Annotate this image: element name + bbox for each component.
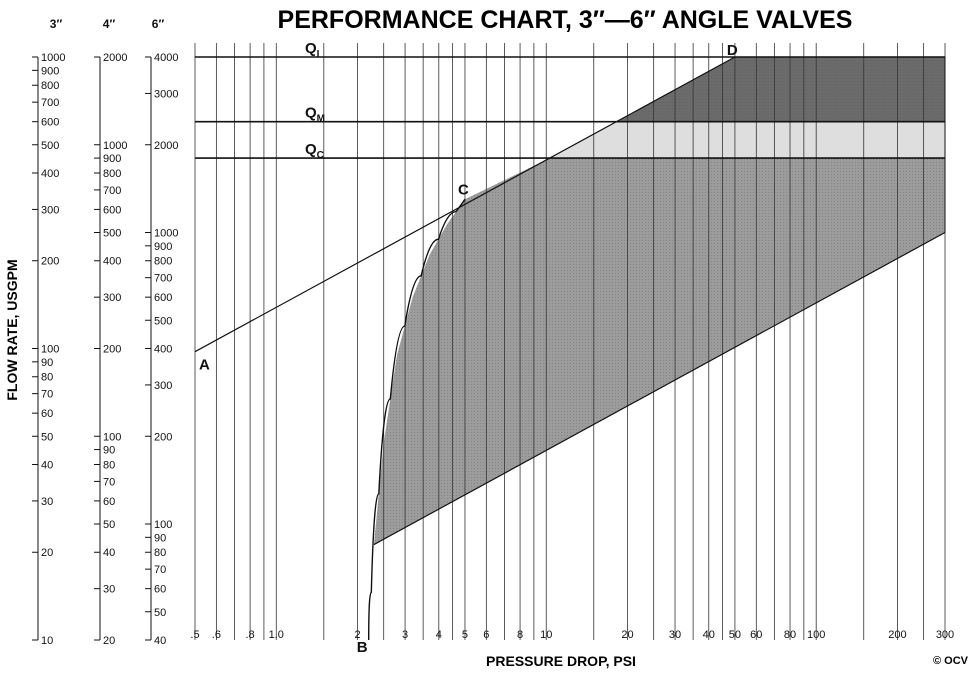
y-tick-label: 200 (41, 256, 59, 268)
y-tick-label: 700 (41, 97, 59, 109)
y-tick-label: 50 (41, 431, 53, 443)
x-tick-label: 50 (729, 629, 741, 641)
y-axis-title: FLOW RATE, USGPM (4, 259, 20, 400)
y-tick-label: 90 (154, 532, 166, 544)
qm-qi-band-texture (616, 57, 945, 122)
flow-limit-label-qm: QM (305, 105, 325, 125)
y-axis-heading: 4″ (103, 17, 116, 31)
x-tick-label: 100 (807, 629, 825, 641)
line-lower-limit (373, 231, 946, 546)
y-tick-label: 60 (103, 496, 115, 508)
x-tick-label: .8 (246, 629, 255, 641)
flow-limit-label-qc: QC (305, 141, 324, 161)
x-tick-label: .5 (190, 629, 199, 641)
y-tick-label: 600 (41, 117, 59, 129)
y-tick-label: 1000 (41, 52, 65, 64)
y-tick-label: 1000 (103, 140, 127, 152)
x-tick-label: .6 (212, 629, 221, 641)
y-tick-label: 700 (103, 185, 121, 197)
y-tick-label: 400 (41, 168, 59, 180)
y-tick-label: 600 (154, 292, 172, 304)
y-tick-label: 40 (154, 635, 166, 647)
flow-limit-label-qi: QI (305, 40, 320, 60)
y-tick-label: 300 (154, 380, 172, 392)
x-tick-label: 5 (462, 629, 468, 641)
y-tick-label: 70 (41, 389, 53, 401)
curve-b-c (368, 198, 466, 641)
y-tick-label: 100 (41, 344, 59, 356)
y-tick-label: 80 (103, 459, 115, 471)
x-tick-label: 3 (402, 629, 408, 641)
y-tick-label: 500 (103, 228, 121, 240)
point-label-a: A (199, 357, 210, 374)
y-tick-label: 2000 (103, 52, 127, 64)
y-tick-label: 800 (41, 80, 59, 92)
y-tick-label: 30 (41, 496, 53, 508)
x-tick-label: 40 (703, 629, 715, 641)
x-tick-label: 200 (888, 629, 906, 641)
y-tick-label: 100 (103, 431, 121, 443)
y-tick-label: 50 (154, 607, 166, 619)
y-tick-label: 50 (103, 519, 115, 531)
x-tick-label: 1.0 (269, 629, 284, 641)
qc-qm-band (549, 121, 945, 159)
y-tick-label: 900 (103, 153, 121, 165)
x-tick-label: 80 (784, 629, 796, 641)
y-tick-label: 20 (103, 635, 115, 647)
y-tick-label: 2000 (154, 140, 178, 152)
x-tick-label: 6 (483, 629, 489, 641)
y-tick-label: 70 (154, 564, 166, 576)
x-tick-label: 30 (669, 629, 681, 641)
point-label-c: C (458, 181, 469, 198)
y-tick-label: 400 (154, 344, 172, 356)
y-tick-label: 1000 (154, 228, 178, 240)
y-tick-label: 20 (41, 547, 53, 559)
x-tick-label: 2 (354, 629, 360, 641)
y-tick-label: 800 (154, 256, 172, 268)
y-tick-label: 80 (41, 372, 53, 384)
x-tick-label: 8 (517, 629, 523, 641)
y-tick-label: 300 (103, 292, 121, 304)
copyright-text: © OCV (933, 655, 969, 667)
x-tick-label: 4 (436, 629, 442, 641)
y-tick-label: 500 (154, 315, 172, 327)
y-tick-label: 600 (103, 204, 121, 216)
y-tick-label: 500 (41, 140, 59, 152)
x-axis-title: PRESSURE DROP, PSI (486, 653, 636, 669)
y-tick-label: 3000 (154, 88, 178, 100)
point-label-d: D (727, 42, 738, 59)
y-tick-label: 200 (103, 344, 121, 356)
operating-region-texture (373, 158, 946, 545)
y-axis-heading: 3″ (50, 17, 63, 31)
y-axis-heading: 6″ (152, 17, 165, 31)
y-tick-label: 900 (41, 65, 59, 77)
y-tick-label: 700 (154, 273, 172, 285)
x-tick-label: 300 (936, 629, 954, 641)
y-tick-label: 60 (41, 408, 53, 420)
y-tick-label: 100 (154, 519, 172, 531)
x-tick-label: 20 (621, 629, 633, 641)
y-tick-label: 200 (154, 431, 172, 443)
chart-title: PERFORMANCE CHART, 3″—6″ ANGLE VALVES (278, 6, 853, 34)
y-tick-label: 40 (41, 459, 53, 471)
x-tick-label: 10 (540, 629, 552, 641)
point-label-b: B (357, 639, 368, 656)
y-tick-label: 900 (154, 241, 172, 253)
y-tick-label: 90 (41, 357, 53, 369)
x-tick-label: 60 (750, 629, 762, 641)
y-tick-label: 300 (41, 204, 59, 216)
y-tick-label: 10 (41, 635, 53, 647)
y-tick-label: 30 (103, 584, 115, 596)
y-tick-label: 60 (154, 584, 166, 596)
line-a-d (194, 56, 736, 353)
y-tick-label: 40 (103, 547, 115, 559)
y-tick-label: 70 (103, 476, 115, 488)
y-tick-label: 90 (103, 445, 115, 457)
y-tick-label: 400 (103, 256, 121, 268)
y-tick-label: 800 (103, 168, 121, 180)
y-tick-label: 4000 (154, 52, 178, 64)
y-tick-label: 80 (154, 547, 166, 559)
